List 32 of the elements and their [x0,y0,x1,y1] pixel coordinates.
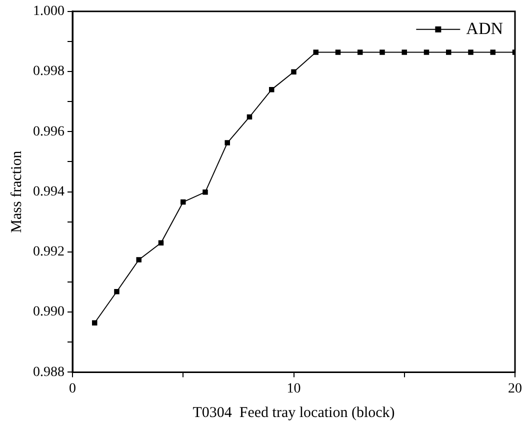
point [313,50,318,55]
point [424,50,430,55]
point [291,69,296,74]
point [224,140,230,146]
point [180,199,186,205]
x-tick-label: 20 [508,381,522,396]
point [335,50,341,55]
point [402,50,407,55]
point [446,50,452,55]
point [490,50,496,55]
x-tick-label: 0 [69,381,76,396]
point [202,189,208,195]
x-axis-title: T0304 Feed tray location (block) [192,404,395,421]
y-tick-label: 0.992 [33,244,64,260]
y-tick-label: 0.996 [33,124,64,140]
point [468,50,474,55]
point [358,50,363,55]
y-axis-title: Mass fraction [8,150,25,233]
y-tick-label: 0.988 [33,364,64,380]
point [269,86,274,92]
point [114,289,120,294]
legend-label: ADN [466,18,504,38]
point [136,257,142,262]
point [246,114,252,120]
point [158,240,164,246]
y-tick-label: 1.000 [33,4,64,20]
y-tick-label: 0.994 [33,184,64,200]
point [92,320,98,326]
point [380,50,385,55]
y-tick-label: 0.990 [33,304,64,320]
x-tick-label: 10 [286,381,301,396]
y-tick-label: 0.998 [33,64,64,80]
